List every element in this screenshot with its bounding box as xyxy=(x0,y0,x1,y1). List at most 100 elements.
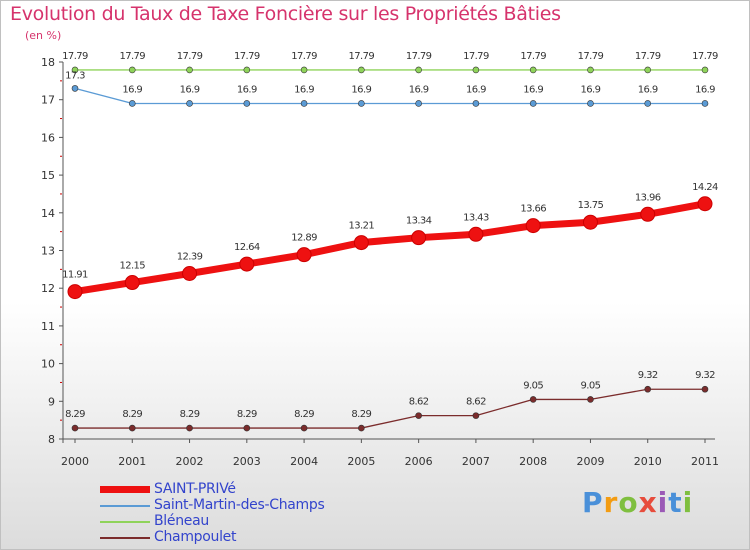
x-tick-label: 2011 xyxy=(691,455,719,468)
data-label: 9.32 xyxy=(695,370,715,381)
data-label: 17.79 xyxy=(463,51,489,62)
series-point-3 xyxy=(701,385,709,393)
legend-swatch xyxy=(100,537,150,539)
data-label: 17.79 xyxy=(578,51,604,62)
chart-data-labels: 11.91 12.15 12.39 12.64 12.89 13.21 13.34 13.43… xyxy=(62,51,718,420)
series-point-0 xyxy=(697,196,713,212)
series-point-3 xyxy=(644,385,652,393)
y-tick-label: 13 xyxy=(41,245,55,258)
series-point-3 xyxy=(587,396,594,403)
series-point-1 xyxy=(71,85,79,92)
x-tick-label: 2009 xyxy=(576,455,604,468)
logo-letter: x xyxy=(638,486,658,519)
series-point-2 xyxy=(128,66,136,74)
legend-swatch xyxy=(100,486,150,493)
series-point-1 xyxy=(186,100,193,107)
series-point-1 xyxy=(472,100,480,107)
legend-swatch xyxy=(100,505,150,507)
series-point-1 xyxy=(529,100,537,107)
series-point-2 xyxy=(472,66,480,74)
data-label: 13.75 xyxy=(578,200,604,211)
data-label: 9.32 xyxy=(638,370,658,381)
data-label: 13.43 xyxy=(463,212,489,223)
series-point-2 xyxy=(300,66,308,74)
series-point-0 xyxy=(411,230,427,246)
chart-axes: 8 9 10 11 12 13 14 15 16 17 18 2000 2001 2002 2003 2004… xyxy=(41,56,719,468)
logo-letter: i xyxy=(682,486,694,519)
data-label: 11.91 xyxy=(62,270,88,281)
data-label: 8.29 xyxy=(294,409,314,420)
y-tick-label: 9 xyxy=(48,395,55,408)
data-label: 9.05 xyxy=(523,380,543,391)
data-label: 16.9 xyxy=(351,84,371,95)
data-label: 16.9 xyxy=(180,84,200,95)
data-label: 13.34 xyxy=(406,216,432,227)
data-label: 8.62 xyxy=(466,397,486,408)
series-point-1 xyxy=(701,100,709,107)
data-label: 17.79 xyxy=(349,51,375,62)
series-point-2 xyxy=(701,66,709,74)
data-label: 16.9 xyxy=(466,84,486,95)
data-label: 13.96 xyxy=(635,192,661,203)
series-point-1 xyxy=(644,100,652,107)
proxiti-logo: Proxiti xyxy=(582,486,693,519)
series-point-1 xyxy=(243,100,251,107)
legend-swatch xyxy=(100,521,150,523)
series-point-1 xyxy=(587,100,594,107)
data-label: 16.9 xyxy=(581,84,601,95)
series-point-1 xyxy=(358,100,365,107)
data-label: 8.62 xyxy=(409,397,429,408)
y-tick-label: 11 xyxy=(41,320,55,333)
series-point-3 xyxy=(529,396,537,403)
chart-series xyxy=(67,66,713,432)
legend-label: Champoulet xyxy=(154,529,237,545)
y-tick-label: 17 xyxy=(41,94,55,107)
data-label: 16.9 xyxy=(409,84,429,95)
data-label: 17.79 xyxy=(692,51,718,62)
series-point-2 xyxy=(644,66,652,74)
series-point-0 xyxy=(124,275,140,291)
series-point-2 xyxy=(529,66,537,74)
chart-title: Evolution du Taux de Taxe Foncière sur l… xyxy=(10,3,561,25)
data-label: 16.9 xyxy=(523,84,543,95)
series-point-3 xyxy=(71,424,79,432)
series-point-3 xyxy=(300,424,308,432)
data-label: 12.89 xyxy=(291,233,317,244)
data-label: 8.29 xyxy=(65,409,85,420)
y-tick-label: 16 xyxy=(41,131,55,144)
data-label: 12.15 xyxy=(119,261,145,272)
x-tick-label: 2006 xyxy=(405,455,433,468)
logo-letter: t xyxy=(668,486,683,519)
y-tick-label: 10 xyxy=(41,358,55,371)
data-label: 16.9 xyxy=(237,84,257,95)
data-label: 13.21 xyxy=(349,221,375,232)
logo-letter: i xyxy=(657,486,669,519)
series-point-2 xyxy=(358,66,365,74)
x-tick-label: 2000 xyxy=(61,455,89,468)
series-line-0 xyxy=(74,200,706,296)
series-point-2 xyxy=(71,66,79,74)
x-tick-label: 2002 xyxy=(176,455,204,468)
data-label: 16.9 xyxy=(695,84,715,95)
data-label: 8.29 xyxy=(180,409,200,420)
y-tick-label: 8 xyxy=(48,433,55,446)
logo-letter: r xyxy=(603,486,619,519)
data-label: 9.05 xyxy=(581,380,601,391)
data-label: 17.79 xyxy=(119,51,145,62)
data-label: 17.79 xyxy=(62,51,88,62)
data-label: 8.29 xyxy=(351,409,371,420)
y-tick-label: 15 xyxy=(41,169,55,182)
x-tick-label: 2005 xyxy=(347,455,375,468)
x-tick-label: 2008 xyxy=(519,455,547,468)
series-point-0 xyxy=(468,226,484,242)
x-tick-label: 2007 xyxy=(462,455,490,468)
data-label: 12.39 xyxy=(177,251,203,262)
data-label: 17.79 xyxy=(234,51,260,62)
series-line-3 xyxy=(75,388,705,429)
data-label: 16.9 xyxy=(638,84,658,95)
series-point-3 xyxy=(186,424,193,432)
series-point-3 xyxy=(415,412,422,419)
series-point-0 xyxy=(353,235,369,251)
